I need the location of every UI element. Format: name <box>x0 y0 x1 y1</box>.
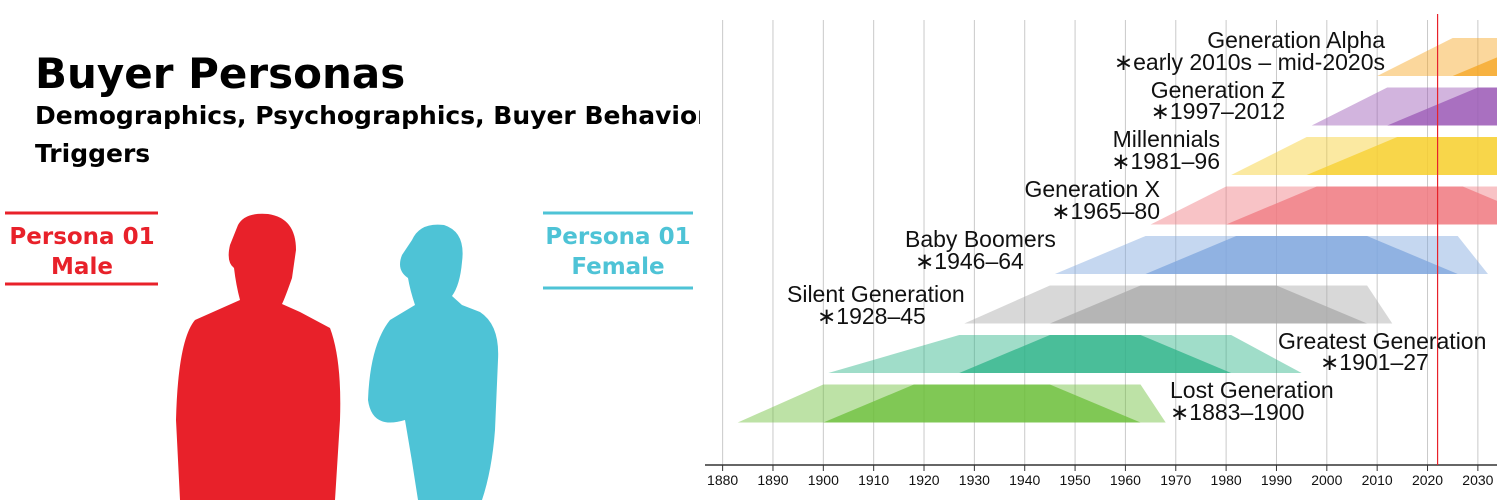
generation-core <box>1226 186 1497 225</box>
generation-years: ∗1928–45 <box>817 303 926 329</box>
generation-years: ∗1997–2012 <box>1151 98 1285 124</box>
generation-name: Lost Generation <box>1170 377 1334 403</box>
x-tick-label: 1940 <box>1009 472 1040 488</box>
persona-label: Female <box>571 254 664 280</box>
generation-name: Generation Alpha <box>1207 27 1385 53</box>
generation-name: Silent Generation <box>787 281 965 307</box>
generation-core <box>1145 236 1458 274</box>
generation-core <box>1452 57 1497 76</box>
x-tick-label: 1980 <box>1211 472 1242 488</box>
male-silhouette <box>176 213 341 500</box>
x-tick-label: 1950 <box>1059 472 1090 488</box>
generation-name: Generation X <box>1024 176 1160 202</box>
generation-years: ∗early 2010s – mid-2020s <box>1114 49 1385 75</box>
subtitle: Triggers <box>35 139 150 168</box>
x-tick-label: 1900 <box>808 472 839 488</box>
generation-name: Generation Z <box>1151 77 1285 103</box>
generation-years: ∗1946–64 <box>915 248 1024 274</box>
generation-years: ∗1965–80 <box>1051 198 1160 224</box>
x-tick-label: 1920 <box>908 472 939 488</box>
persona-label: Persona 01 <box>9 224 154 250</box>
generation-core <box>1387 87 1497 126</box>
x-tick-label: 2020 <box>1412 472 1443 488</box>
generation-core <box>823 384 1141 423</box>
generation-name: Baby Boomers <box>905 226 1056 252</box>
generation-name: Greatest Generation <box>1278 328 1486 354</box>
generation-core <box>959 335 1232 373</box>
x-tick-label: 1930 <box>959 472 990 488</box>
generation-years: ∗1981–96 <box>1111 148 1220 174</box>
x-tick-label: 1910 <box>858 472 889 488</box>
generation-name: Millennials <box>1113 126 1220 152</box>
x-tick-label: 1880 <box>707 472 738 488</box>
female-silhouette <box>368 224 499 500</box>
x-tick-label: 1990 <box>1261 472 1292 488</box>
persona-panel: Buyer Personas Demographics, Psychograph… <box>5 49 700 500</box>
x-tick-label: 1960 <box>1110 472 1141 488</box>
generation-core <box>1306 137 1497 175</box>
generation-years: ∗1901–27 <box>1320 349 1429 375</box>
x-tick-label: 1970 <box>1160 472 1191 488</box>
generation-core <box>1049 285 1368 324</box>
x-tick-label: 2000 <box>1311 472 1342 488</box>
x-tick-label: 2030 <box>1462 472 1493 488</box>
title: Buyer Personas <box>35 49 405 98</box>
subtitle: Demographics, Psychographics, Buyer Beha… <box>35 101 700 130</box>
persona-label: Male <box>51 254 113 280</box>
x-tick-label: 1890 <box>757 472 788 488</box>
generation-years: ∗1883–1900 <box>1170 399 1304 425</box>
x-tick-label: 2010 <box>1362 472 1393 488</box>
persona-label: Persona 01 <box>545 224 690 250</box>
